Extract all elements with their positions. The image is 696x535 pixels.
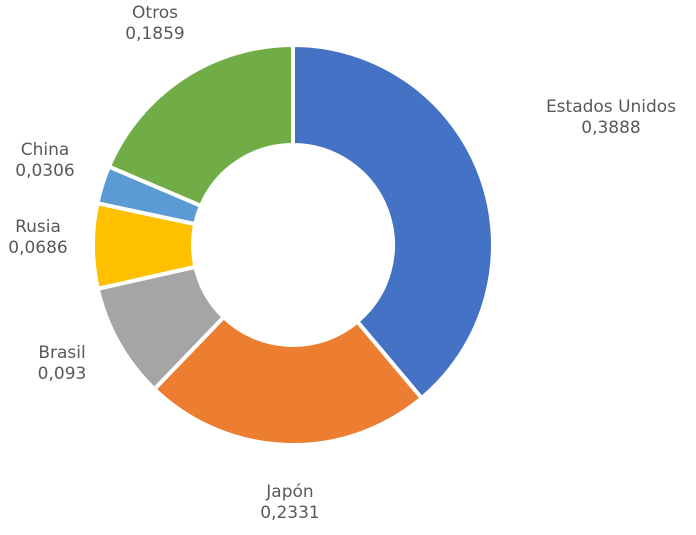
- slice-label: China: [21, 140, 70, 160]
- slice-label: Japón: [265, 482, 313, 502]
- slice-value-label: 0,3888: [581, 118, 640, 138]
- slice-label: Rusia: [15, 217, 61, 237]
- slice-label: Brasil: [38, 343, 85, 363]
- slice-value-label: 0,1859: [125, 24, 184, 44]
- donut-slice: [106, 42, 295, 209]
- slice-value-label: 0,093: [38, 364, 87, 384]
- donut-slice: [151, 314, 425, 447]
- slice-value-label: 0,0686: [8, 238, 67, 258]
- donut-slice: [291, 42, 495, 401]
- slice-label: Otros: [132, 3, 178, 23]
- slice-label: Estados Unidos: [546, 97, 676, 117]
- slice-value-label: 0,2331: [260, 503, 319, 523]
- slice-value-label: 0,0306: [15, 161, 74, 181]
